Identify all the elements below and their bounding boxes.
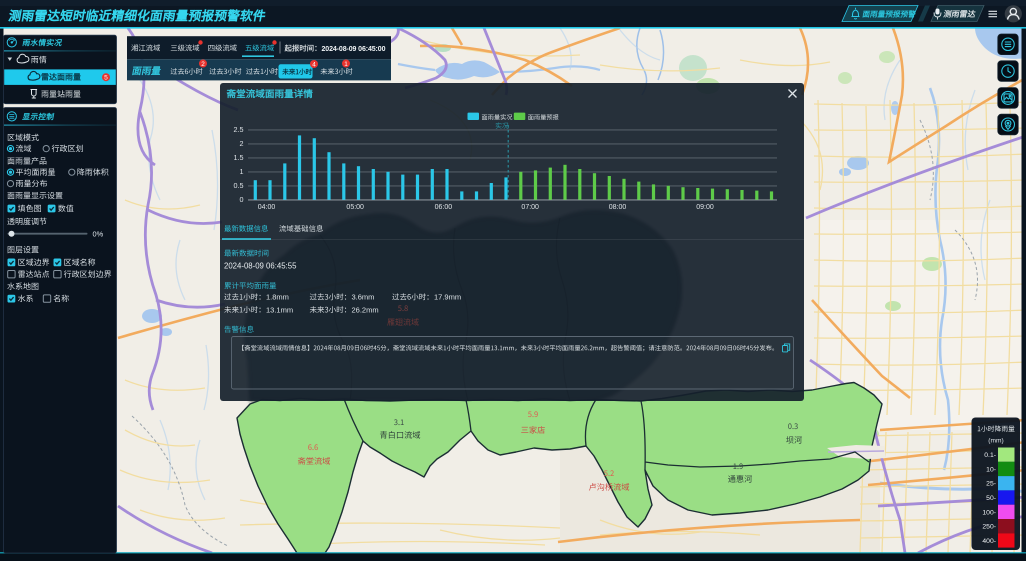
svg-text:17.9mm: 17.9mm [434, 293, 461, 302]
svg-text:4: 4 [312, 61, 316, 68]
svg-text:25-: 25- [986, 481, 996, 488]
svg-text:1.8mm: 1.8mm [266, 293, 289, 302]
svg-text:07:00: 07:00 [521, 204, 539, 211]
svg-text:100-: 100- [982, 509, 996, 516]
svg-text:2: 2 [201, 61, 205, 68]
svg-text:400-: 400- [982, 538, 996, 545]
svg-text:1.5: 1.5 [234, 153, 244, 162]
svg-text:5: 5 [104, 75, 108, 82]
svg-text:26.2mm: 26.2mm [352, 305, 379, 314]
svg-text:10-: 10- [986, 466, 996, 473]
svg-text:2: 2 [240, 139, 244, 148]
svg-text:1: 1 [344, 61, 348, 68]
svg-text:3.6mm: 3.6mm [352, 293, 375, 302]
svg-text:(mm): (mm) [988, 438, 1003, 445]
svg-text:0: 0 [240, 195, 244, 204]
svg-text:0.5: 0.5 [234, 181, 244, 190]
svg-text:0.1-: 0.1- [984, 452, 996, 459]
svg-text:05:00: 05:00 [346, 204, 364, 211]
svg-text:06:00: 06:00 [435, 204, 453, 211]
svg-text:0%: 0% [93, 230, 104, 239]
svg-text:2024-08-09 06:45:00: 2024-08-09 06:45:00 [322, 46, 386, 53]
svg-text:1: 1 [240, 167, 244, 176]
svg-text:2024-08-09 06:45:55: 2024-08-09 06:45:55 [224, 261, 297, 270]
svg-text:50-: 50- [986, 495, 996, 502]
svg-text:2.5: 2.5 [234, 125, 244, 134]
svg-text:13.1mm: 13.1mm [266, 305, 293, 314]
svg-text:250-: 250- [982, 524, 996, 531]
svg-text:08:00: 08:00 [609, 204, 627, 211]
svg-text:04:00: 04:00 [258, 204, 276, 211]
svg-text:09:00: 09:00 [696, 204, 714, 211]
